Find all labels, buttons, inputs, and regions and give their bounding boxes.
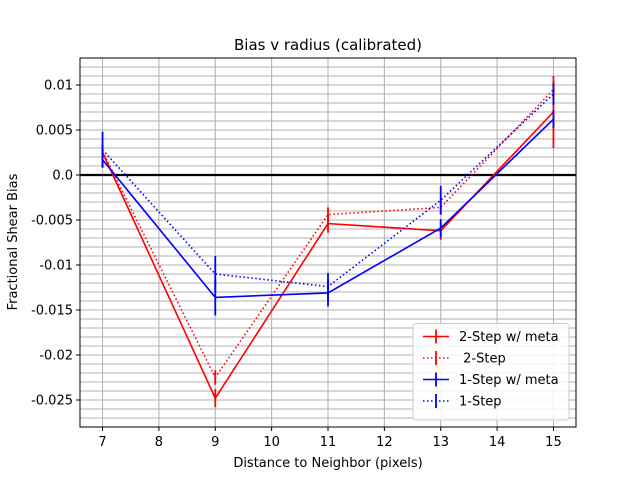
- y-tick-label: 0.0: [52, 169, 73, 184]
- chart-title: Bias v radius (calibrated): [234, 36, 422, 54]
- x-tick-label: 15: [545, 435, 562, 450]
- y-tick-label: 0.005: [36, 124, 73, 139]
- y-tick-label: -0.01: [39, 259, 73, 274]
- legend-item: 1-Step w/ meta: [423, 372, 559, 388]
- data-point: [327, 285, 329, 288]
- legend-label: 1-Step w/ meta: [459, 373, 559, 388]
- data-point: [214, 376, 217, 379]
- legend-item: 2-Step: [423, 351, 506, 367]
- x-axis-title: Distance to Neighbor (pixels): [233, 456, 422, 471]
- data-point: [439, 227, 442, 229]
- data-point: [552, 118, 555, 120]
- legend-item: 1-Step: [423, 394, 502, 410]
- y-tick-label: 0.01: [44, 79, 73, 94]
- x-tick-label: 8: [155, 435, 163, 450]
- x-tick-label: 13: [432, 435, 449, 450]
- y-tick-label: -0.025: [31, 394, 73, 409]
- y-tick-label: -0.015: [31, 304, 73, 319]
- data-point: [214, 273, 217, 275]
- legend-item: 2-Step w/ meta: [423, 329, 559, 345]
- legend-label: 2-Step w/ meta: [459, 330, 559, 345]
- legend-box: [412, 323, 570, 421]
- legend-label: 1-Step: [459, 395, 502, 410]
- data-point: [327, 213, 329, 216]
- y-axis: -0.025 -0.02 -0.015 -0.01 -0.005 0.0 0.005 0.01: [31, 79, 80, 409]
- y-tick-label: -0.005: [31, 214, 73, 229]
- x-tick-label: 11: [320, 435, 337, 450]
- data-point: [552, 93, 555, 95]
- data-point: [101, 149, 104, 151]
- series-layer: [101, 76, 555, 408]
- data-point: [214, 296, 217, 299]
- data-point: [439, 199, 442, 201]
- data-point: [327, 222, 329, 225]
- x-tick-label: 14: [489, 435, 506, 450]
- x-tick-label: 10: [263, 435, 280, 450]
- x-tick-label: 12: [376, 435, 393, 450]
- data-point: [214, 397, 217, 400]
- series-line: [101, 88, 555, 380]
- y-tick-label: -0.02: [39, 349, 73, 364]
- legend: 2-Step w/ meta 2-Step 1-Step w/ meta 1-Ste…: [412, 323, 570, 421]
- x-tick-label: 7: [98, 435, 106, 450]
- x-axis: 7 8 9 10 11 12 13 14 15: [98, 427, 562, 450]
- x-tick-label: 9: [211, 435, 219, 450]
- legend-label: 2-Step: [459, 352, 506, 367]
- series-4: [101, 83, 555, 301]
- y-axis-title: Fractional Shear Bias: [6, 173, 21, 310]
